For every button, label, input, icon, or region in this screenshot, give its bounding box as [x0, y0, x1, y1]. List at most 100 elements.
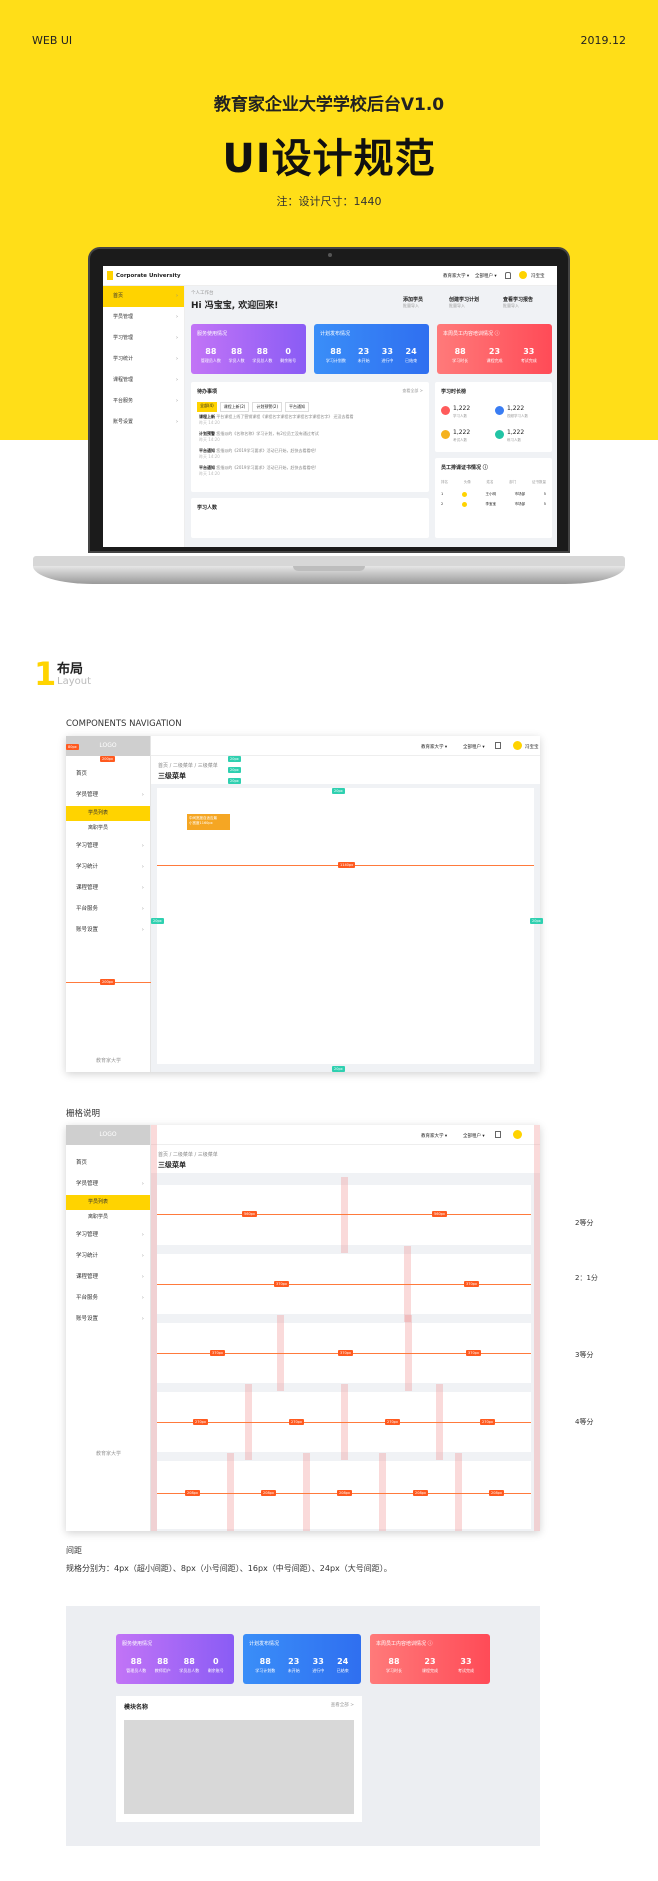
gutter	[341, 1177, 348, 1253]
sidebar-subitem-left-students[interactable]: 离职学员	[88, 1214, 109, 1220]
sidebar-subitem-student-list[interactable]: 学员列表	[66, 806, 150, 821]
sidebar-subitem-student-list[interactable]: 学员列表	[66, 1195, 150, 1210]
sidebar-item-students[interactable]: 学员管理 ›	[76, 792, 144, 798]
section-number: 1	[34, 655, 57, 693]
sidebar-item-account[interactable]: 账号设置 ›	[76, 1316, 144, 1322]
table-header: 排名 头像 姓名 部门 证书数量	[441, 480, 546, 484]
tenant-select[interactable]: 教育家大学 ▾	[421, 745, 448, 750]
measure-tag: 200px	[100, 979, 115, 985]
module-panel: 模块名称 查看全部 >	[116, 1696, 362, 1822]
measure-tag: 20px	[228, 778, 241, 784]
tab-platform-notice[interactable]: 平台通知	[285, 402, 310, 412]
measure-tag: 370px	[466, 1350, 481, 1356]
user-name[interactable]: 冯宝宝	[525, 745, 539, 750]
sidebar-subitem-left-students[interactable]: 离职学员	[88, 825, 109, 831]
tenant-select[interactable]: 教育家大学 ▾	[443, 274, 470, 279]
scope-select[interactable]: 全部租户 ▾	[463, 745, 485, 750]
frame-topbar: 教育家大学 ▾ 全部租户 ▾	[151, 1125, 540, 1145]
scope-select[interactable]: 全部租户 ▾	[475, 274, 497, 279]
bell-icon[interactable]	[495, 1131, 501, 1138]
measure-tag: 270px	[385, 1419, 400, 1425]
sidebar-item-courses[interactable]: 课程管理 ›	[76, 885, 144, 891]
measure-tag: 208px	[489, 1490, 504, 1496]
tab-all[interactable]: 全部(4)	[197, 402, 217, 412]
learner-icon	[441, 406, 450, 415]
table-row[interactable]: 1 王小明 市场部 5	[441, 492, 546, 497]
spacing-description: 规格分别为：4px（超小间距）、8px（小号间距）、16px（中号间距）、24p…	[66, 1564, 392, 1573]
certificate-ranking-panel: 员工排课证书情况 ⓘ 排名 头像 姓名 部门 证书数量 1 王小明 市场部 5 2 李宝宝 市场部…	[435, 458, 552, 538]
sidebar-footer: 教育家大学	[95, 1058, 121, 1064]
measure-tag: 208px	[185, 1490, 200, 1496]
measure-tag: 270px	[193, 1419, 208, 1425]
plan-publish-card: 计划发布情况 88 学习计划数 23 未开始 33 进行中 24 已结束	[314, 324, 429, 374]
module-title: 模块名称	[124, 1704, 149, 1711]
gutter-right	[534, 1125, 540, 1531]
content-area	[151, 784, 540, 1072]
exam-icon	[441, 430, 450, 439]
sidebar-item-stats[interactable]: 学习统计 ›	[76, 864, 144, 870]
bell-icon[interactable]	[505, 272, 511, 279]
measure-tag: 370px	[210, 1350, 225, 1356]
add-student-action[interactable]: 添加学员 批量导入	[403, 297, 424, 308]
section-subtitle: Layout	[57, 676, 91, 687]
laptop-hinge	[33, 556, 625, 567]
tab-plan-alert[interactable]: 计划预警(2)	[252, 402, 283, 412]
gutter	[303, 1453, 310, 1531]
measure-tag: 20px	[228, 756, 241, 762]
avatar[interactable]	[519, 271, 527, 279]
stat-value: 1,222 练习人数	[507, 429, 525, 442]
measure-tag: 560px	[242, 1211, 257, 1217]
sidebar-item-account[interactable]: 账号设置 ›	[76, 927, 144, 933]
project-subtitle: 教育家企业大学学校后台V1.0	[213, 95, 445, 115]
create-plan-action[interactable]: 创建学习计划 批量导入	[449, 297, 480, 308]
module-more-link[interactable]: 查看全部 >	[330, 1703, 354, 1708]
list-item[interactable]: 计划预警 您指派的《名称名称》学习计划，有2位员工没有通过考试 昨天 14:20	[199, 431, 319, 442]
sidebar-item-platform[interactable]: 平台服务 ›	[113, 398, 178, 404]
laptop-base	[33, 566, 625, 584]
sidebar-item-courses[interactable]: 课程管理 ›	[76, 1274, 144, 1280]
list-item[interactable]: 课程上新 平台课程上线了营销课程《课程名字课程名字课程名字课程名字》 还没去看看…	[199, 414, 354, 425]
frame-sidebar: LOGO 首页 学员管理 › 学员列表 离职学员 学习管理 › 学习统计 › 课程管理…	[66, 1125, 151, 1531]
sidebar-item-home[interactable]: 首页	[76, 771, 88, 777]
sidebar-item-account[interactable]: 账号设置 ›	[113, 419, 178, 425]
list-item[interactable]: 平台通知 您指派的《2019学习要求》活动已开始，赶快去看看吧! 昨天 14:20	[199, 465, 317, 476]
learner-count-panel: 学习人数	[191, 498, 429, 538]
weekly-training-card: 本周员工内容培训情况 ⓘ 88 学习时长 23 课程完成 33 考试完成	[437, 324, 552, 374]
sidebar-item-students[interactable]: 学员管理 ›	[113, 314, 178, 320]
view-report-action[interactable]: 查看学习报告 批量导入	[503, 297, 534, 308]
avatar[interactable]	[513, 741, 522, 750]
tab-new-course[interactable]: 课程上新(2)	[219, 402, 250, 412]
nav-label: COMPONENTS NAVIGATION	[66, 719, 182, 729]
sidebar-item-learning[interactable]: 学习管理 ›	[76, 1232, 144, 1238]
measure-tag: 208px	[261, 1490, 276, 1496]
sidebar-item-stats[interactable]: 学习统计 ›	[76, 1253, 144, 1259]
sidebar-item-platform[interactable]: 平台服务 ›	[76, 1295, 144, 1301]
app-logo[interactable]: Corporate University	[107, 271, 181, 280]
sidebar-item-courses[interactable]: 课程管理 ›	[113, 377, 178, 383]
design-size-note: 注：设计尺寸：1440	[276, 195, 382, 208]
section-title: 布局	[57, 662, 84, 677]
measure-tag: 80px	[66, 744, 79, 750]
todo-more-link[interactable]: 查看全部 >	[402, 388, 423, 393]
sidebar-item-home[interactable]: 首页	[76, 1160, 88, 1166]
sidebar-item-stats[interactable]: 学习统计 ›	[113, 356, 178, 362]
grid-label: 栅格说明	[66, 1109, 101, 1119]
sidebar-item-learning[interactable]: 学习管理 ›	[76, 843, 144, 849]
user-name[interactable]: 冯宝宝	[531, 274, 545, 279]
list-item[interactable]: 平台通知 您指派的《2019学习要求》活动已开始，赶快去看看吧! 昨天 14:20	[199, 448, 317, 459]
content-heading: 三级菜单	[158, 772, 186, 780]
sidebar-item-students[interactable]: 学员管理 ›	[76, 1181, 144, 1187]
sidebar-item-learning[interactable]: 学习管理 ›	[113, 335, 178, 341]
table-row[interactable]: 2 李宝宝 市场部 5	[441, 502, 546, 507]
sidebar-item-platform[interactable]: 平台服务 ›	[76, 906, 144, 912]
avatar[interactable]	[513, 1130, 522, 1139]
study-time-panel: 学习时长榜 1,222 学习人数 1,222 视频学习人数 1,222 考试人数 1,…	[435, 382, 552, 452]
measure-line	[157, 1422, 531, 1423]
measure-tag: 1140px	[338, 862, 356, 868]
scope-select[interactable]: 全部租户 ▾	[463, 1134, 485, 1139]
screen-topbar: Corporate University 教育家大学 ▾ 全部租户 ▾ 冯宝宝	[103, 266, 557, 286]
measure-tag: 270px	[480, 1419, 495, 1425]
tenant-select[interactable]: 教育家大学 ▾	[421, 1134, 448, 1139]
bell-icon[interactable]	[495, 742, 501, 749]
sidebar-item-home[interactable]: 首页 ›	[103, 286, 184, 307]
